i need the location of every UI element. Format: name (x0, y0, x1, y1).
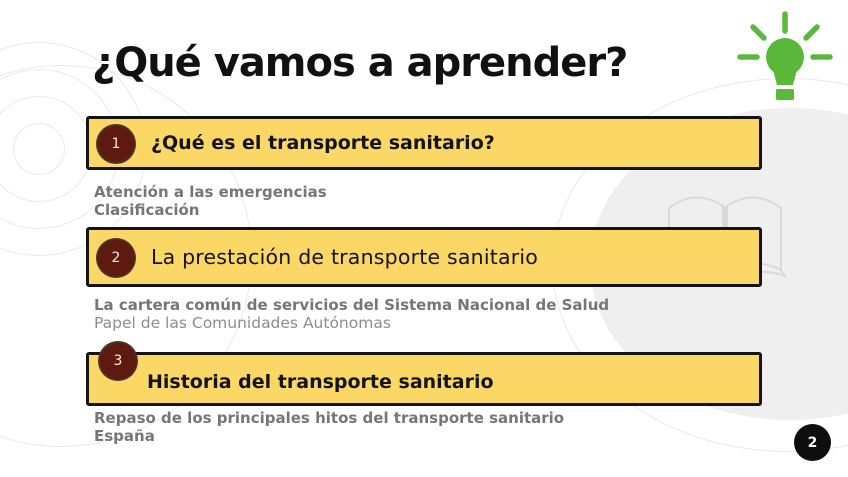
page-number-badge: 2 (794, 424, 831, 461)
subtopic-line: Repaso de los principales hitos del tran… (94, 409, 565, 427)
lightbulb-icon (737, 11, 833, 100)
agenda-bar-3: 3 Historia del transporte sanitario (86, 341, 762, 406)
number-badge-label: 2 (111, 250, 121, 266)
subtopic-line: Papel de las Comunidades Autónomas (94, 314, 391, 332)
subtopics-2: La cartera común de servicios del Sistem… (94, 296, 609, 332)
subtopic-line: La cartera común de servicios del Sistem… (94, 296, 610, 314)
subtopic-line: Clasificación (94, 201, 200, 219)
subtopic-line: España (94, 427, 155, 445)
agenda-heading-1: ¿Qué es el transporte sanitario? (151, 132, 495, 154)
number-badge-2: 2 (96, 238, 136, 278)
number-badge-1: 1 (96, 124, 136, 164)
agenda-bar-1: 1 ¿Qué es el transporte sanitario? (86, 116, 762, 170)
subtopics-1: Atención a las emergencias Clasificación (94, 183, 327, 219)
agenda-heading-2: La prestación de transporte sanitario (151, 245, 538, 269)
page-number: 2 (807, 434, 818, 451)
number-badge-label: 1 (111, 136, 121, 152)
subtopics-3: Repaso de los principales hitos del tran… (94, 409, 564, 445)
subtopic-line: Atención a las emergencias (94, 183, 327, 201)
number-badge-label: 3 (113, 353, 123, 369)
number-badge-3: 3 (98, 341, 138, 381)
agenda-bar-2: 2 La prestación de transporte sanitario (86, 227, 762, 287)
slide-title: ¿Qué vamos a aprender? (92, 40, 628, 86)
agenda-heading-3: Historia del transporte sanitario (147, 371, 494, 393)
